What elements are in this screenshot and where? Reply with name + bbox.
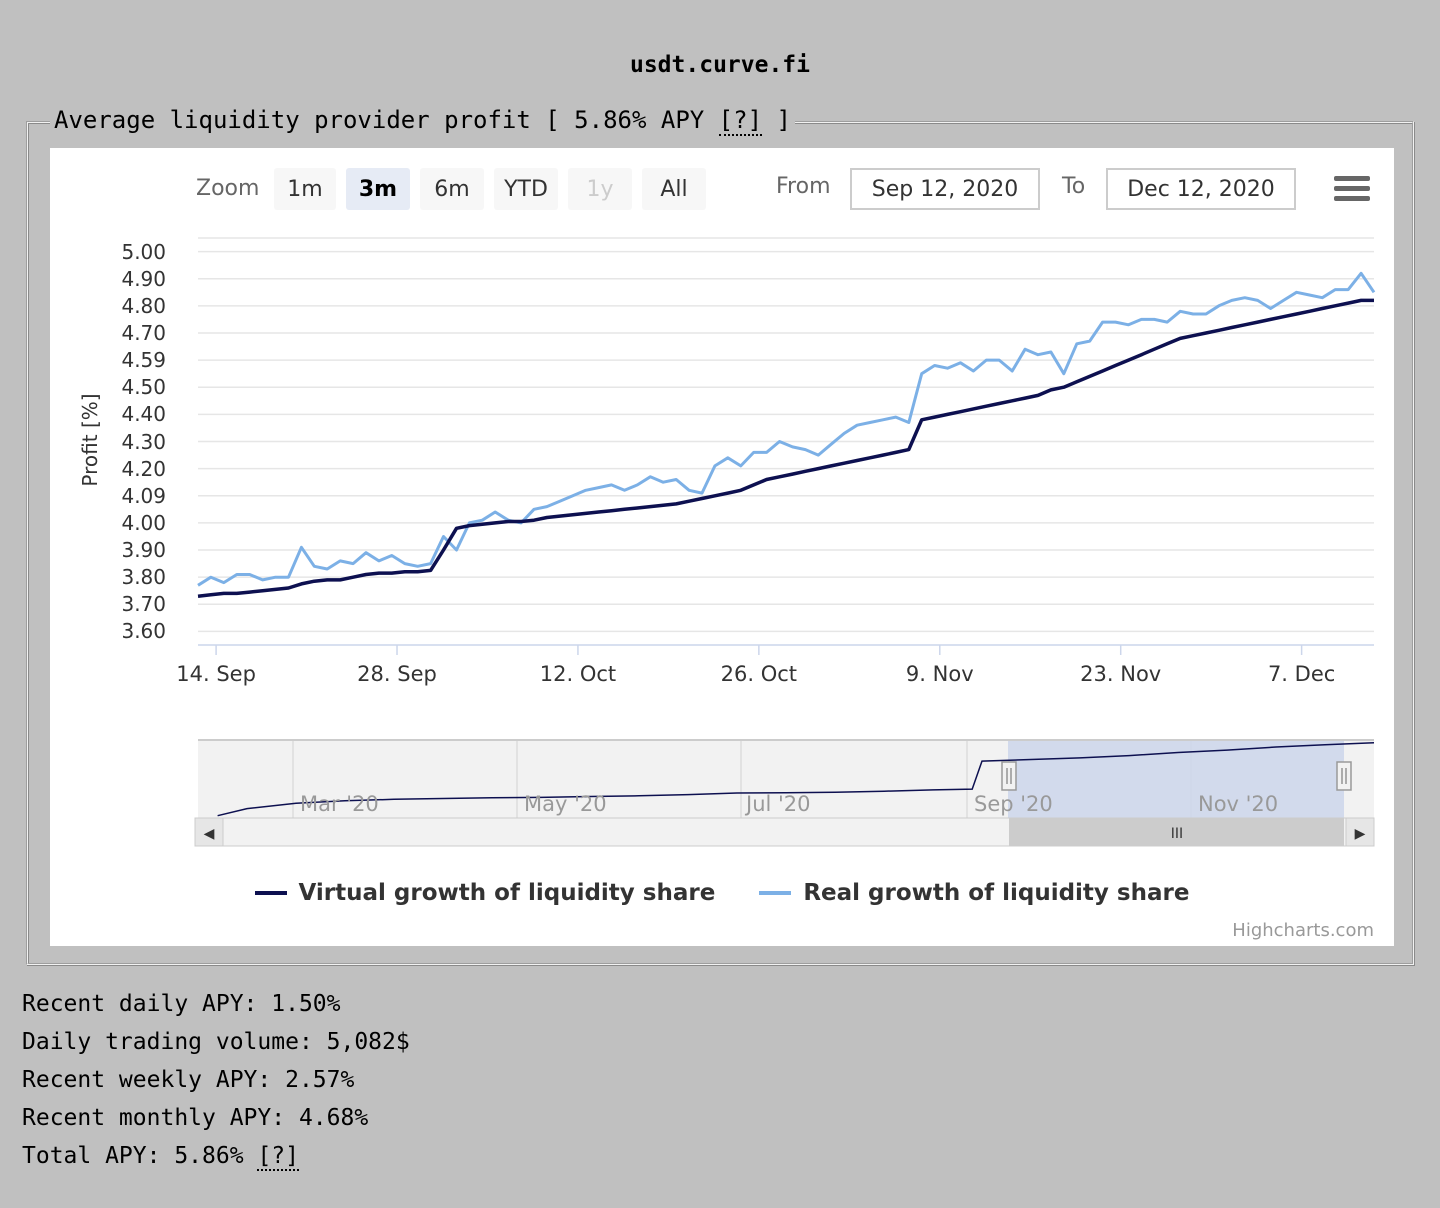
y-tick-label: 4.59 <box>121 348 166 373</box>
nav-label-sep: Sep '20 <box>974 792 1053 816</box>
site-title: usdt.curve.fi <box>629 52 810 78</box>
stat-daily-volume: Daily trading volume: 5,082$ <box>22 1023 410 1061</box>
y-tick-label: 4.09 <box>121 483 166 508</box>
y-tick-label: 3.60 <box>121 619 166 644</box>
x-tick-label: 23. Nov <box>1080 662 1162 686</box>
y-tick-label: 4.90 <box>121 266 166 291</box>
chart-legend: Virtual growth of liquidity share Real g… <box>50 880 1394 906</box>
zoom-1m-button[interactable]: 1m <box>274 168 336 210</box>
navigator-right-handle[interactable] <box>1336 761 1352 791</box>
zoom-3m-button[interactable]: 3m <box>346 168 410 210</box>
x-tick-label: 26. Oct <box>720 662 798 686</box>
stat-daily-apy: Recent daily APY: 1.50% <box>22 985 410 1023</box>
total-apy-help-link[interactable]: [?] <box>257 1143 299 1171</box>
stat-total-apy: Total APY: 5.86% [?] <box>22 1137 410 1175</box>
y-tick-label: 4.70 <box>121 320 166 345</box>
apy-help-link[interactable]: [?] <box>718 106 763 136</box>
scrollbar-grip-icon: III <box>1171 826 1183 842</box>
to-label: To <box>1062 174 1086 199</box>
scrollbar-left-button[interactable] <box>194 817 224 847</box>
legend-suffix: ] <box>762 106 791 134</box>
to-date-input[interactable]: Dec 12, 2020 <box>1106 168 1296 210</box>
main-plot <box>197 237 1376 655</box>
y-tick-label: 3.80 <box>121 565 166 590</box>
stat-value: 5,082$ <box>326 1029 410 1055</box>
zoom-label: Zoom <box>196 176 260 201</box>
zoom-6m-button[interactable]: 6m <box>420 168 484 210</box>
zoom-ytd-button[interactable]: YTD <box>494 168 558 210</box>
from-date-input[interactable]: Sep 12, 2020 <box>850 168 1040 210</box>
stat-value: 1.50% <box>271 991 341 1017</box>
nav-label-jul: Jul '20 <box>746 792 811 816</box>
legend-label-virtual: Virtual growth of liquidity share <box>298 880 716 906</box>
x-tick-label: 14. Sep <box>176 662 256 686</box>
navigator-selected-range <box>1008 740 1344 818</box>
nav-label-mar: Mar '20 <box>300 792 379 816</box>
apy-value: 5.86% APY <box>574 106 705 134</box>
zoom-all-button[interactable]: All <box>642 168 706 210</box>
navigator[interactable]: ◀ ▶ III <box>50 738 1394 858</box>
y-tick-label: 4.40 <box>121 402 166 427</box>
stat-weekly-apy: Recent weekly APY: 2.57% <box>22 1061 410 1099</box>
legend-swatch-real <box>759 891 792 895</box>
legend-prefix: Average liquidity provider profit [ <box>54 106 575 134</box>
chevron-right-icon: ▶ <box>1355 826 1366 842</box>
y-tick-label: 4.20 <box>121 456 166 481</box>
y-tick-label: 4.80 <box>121 293 166 318</box>
y-tick-label: 4.30 <box>121 429 166 454</box>
stat-value: 5.86% <box>174 1143 244 1169</box>
x-tick-label: 9. Nov <box>905 662 974 686</box>
stat-value: 4.68% <box>298 1105 369 1131</box>
series-line-virtual <box>197 298 1374 598</box>
y-tick-label: 4.50 <box>121 375 166 400</box>
stat-monthly-apy: Recent monthly APY: 4.68% <box>22 1099 410 1137</box>
x-tick-label: 12. Oct <box>539 662 617 686</box>
y-tick-label: 3.90 <box>121 538 166 563</box>
chevron-left-icon: ◀ <box>204 826 215 842</box>
y-tick-label: 5.00 <box>121 239 166 264</box>
stats-block: Recent daily APY: 1.50% Daily trading vol… <box>22 985 410 1175</box>
stat-label: Recent weekly APY: <box>22 1067 286 1093</box>
y-tick-label: 3.70 <box>121 592 166 617</box>
zoom-1y-button: 1y <box>568 168 632 210</box>
highcharts-credits[interactable]: Highcharts.com <box>1232 920 1374 941</box>
series-line-real <box>197 271 1376 587</box>
stat-label: Recent monthly APY: <box>22 1105 299 1131</box>
scrollbar-right-button[interactable] <box>1345 817 1375 847</box>
legend-label-real: Real growth of liquidity share <box>803 880 1190 906</box>
scrollbar-thumb[interactable] <box>1009 818 1344 846</box>
navigator-series-line <box>217 742 1375 817</box>
x-tick-label: 28. Sep <box>357 662 437 686</box>
legend-swatch-virtual <box>254 891 287 895</box>
stat-label: Total APY: <box>22 1143 175 1169</box>
legend-item-real[interactable]: Real growth of liquidity share <box>759 880 1189 906</box>
fieldset-legend: Average liquidity provider profit [ 5.86… <box>50 106 795 136</box>
y-tick-label: 4.00 <box>121 510 166 535</box>
nav-label-nov: Nov '20 <box>1198 792 1279 816</box>
stat-value: 2.57% <box>285 1067 355 1093</box>
stat-label: Recent daily APY: <box>22 991 272 1017</box>
chart-menu-icon[interactable] <box>1334 176 1370 206</box>
legend-item-virtual[interactable]: Virtual growth of liquidity share <box>254 880 716 906</box>
x-tick-label: 7. Dec <box>1267 662 1336 686</box>
chart-container: Zoom 1m 3m 6m YTD 1y All From Sep 12, 20… <box>50 148 1394 946</box>
from-label: From <box>776 174 831 199</box>
stat-label: Daily trading volume: <box>22 1029 327 1055</box>
navigator-left-handle[interactable] <box>1001 761 1017 791</box>
nav-label-may: May '20 <box>524 792 607 816</box>
